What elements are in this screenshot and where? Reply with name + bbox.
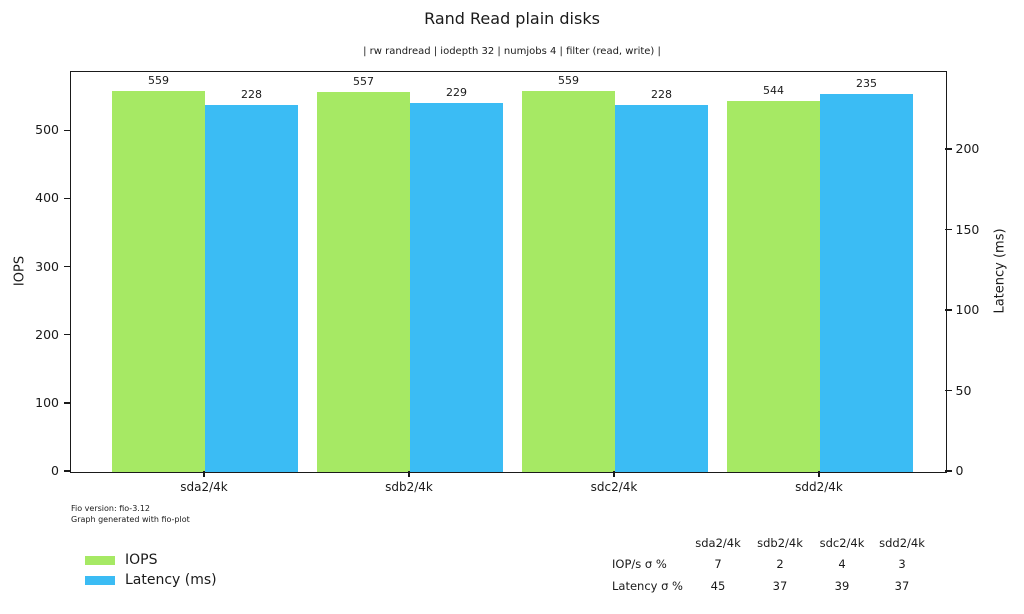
right-axis-tick-label: 150 [955,221,980,237]
latency-bar [820,93,913,472]
x-category-label: sdc2/4k [590,480,638,494]
sigma-row-label: Latency σ % [612,579,683,593]
latency-bar [205,105,298,472]
sigma-value: 4 [838,557,846,571]
latency-bar [615,105,708,472]
left-axis-tick-label: 100 [35,394,59,410]
sigma-value: 3 [898,557,906,571]
right-axis-tick-label: 0 [955,463,964,478]
sigma-col-header: sdd2/4k [879,536,925,550]
sigma-col-header: sdb2/4k [757,536,803,550]
sigma-col-header: sdc2/4k [819,536,865,550]
fio-version-text: Fio version: fio-3.12 [71,504,150,513]
latency-value-label: 229 [446,86,467,100]
latency-value-label: 235 [856,76,877,90]
chart-subtitle: | rw randread | iodepth 32 | numjobs 4 |… [363,46,661,57]
left-axis-tick-label: 0 [51,463,59,478]
left-axis-title: IOPS [12,255,28,287]
sigma-col-header: sda2/4k [695,536,741,550]
x-category-label: sdb2/4k [385,480,433,494]
left-axis-tick-label: 200 [35,326,59,342]
sigma-value: 37 [772,579,788,593]
iops-legend-swatch [85,555,115,565]
right-axis-tick-label: 50 [955,382,972,398]
sigma-value: 2 [776,557,784,571]
iops-value-label: 544 [763,84,784,98]
iops-bar [317,92,410,472]
latency-legend-swatch [85,575,115,585]
right-axis-tick-label: 100 [955,302,980,318]
footer-note: Fio version: fio-3.12 Graph generated wi… [71,503,190,525]
sigma-row-label: IOP/s σ % [612,557,667,571]
latency-value-label: 228 [241,87,262,101]
generated-with-text: Graph generated with fio-plot [71,515,190,524]
sigma-value: 37 [894,579,910,593]
latency-bar [410,103,503,472]
legend-row-latency: Latency (ms) [85,570,217,590]
chart-legend: IOPS Latency (ms) [85,550,217,590]
iops-bar [112,91,205,472]
sigma-value: 39 [834,579,850,593]
x-category-label: sdd2/4k [795,480,843,494]
latency-legend-label: Latency (ms) [125,572,217,588]
left-axis-tick-label: 300 [35,258,59,274]
left-axis-tick-label: 400 [35,190,59,206]
legend-row-iops: IOPS [85,550,217,570]
sigma-value: 7 [714,557,722,571]
iops-value-label: 559 [558,74,579,88]
left-axis-tick-label: 500 [35,122,59,138]
sigma-value: 45 [710,579,726,593]
right-axis-tick-label: 200 [955,141,980,157]
latency-value-label: 228 [651,87,672,101]
plot-area: 559 228 557 229 559 228 544 235 [70,71,947,473]
iops-value-label: 559 [148,74,169,88]
x-category-label: sda2/4k [180,480,228,494]
iops-bar [727,101,820,472]
iops-value-label: 557 [353,75,374,89]
iops-legend-label: IOPS [125,552,158,568]
right-axis-title: Latency (ms) [992,228,1008,314]
iops-bar [522,91,615,472]
chart-title: Rand Read plain disks [424,9,600,28]
